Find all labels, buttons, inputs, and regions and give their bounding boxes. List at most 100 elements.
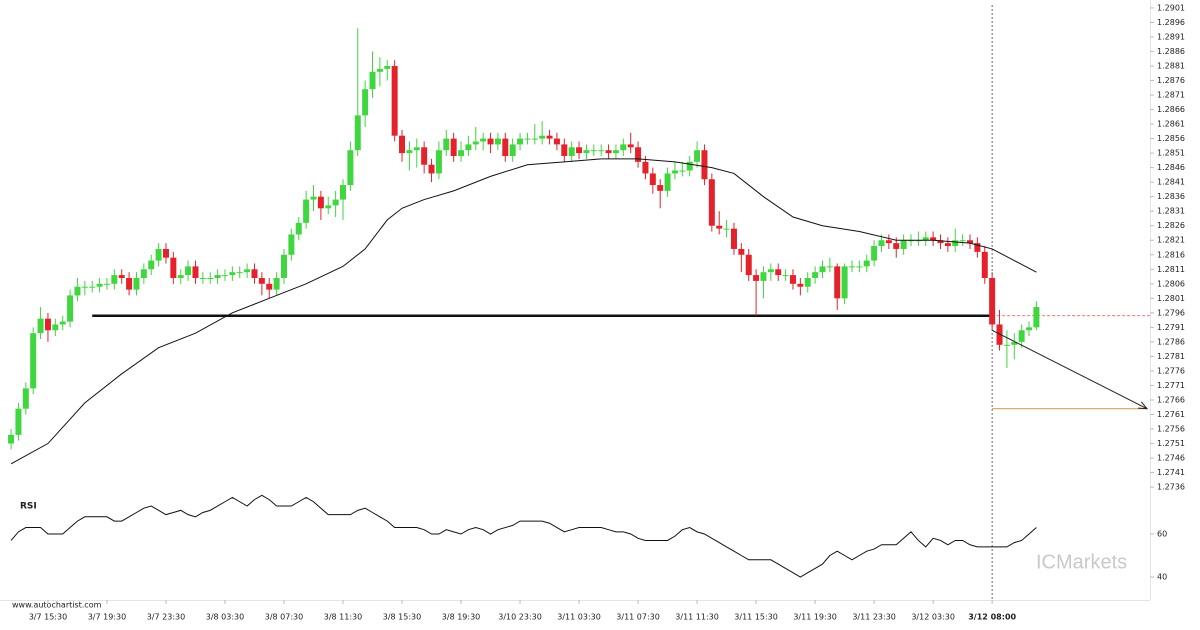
candle-body bbox=[509, 144, 516, 157]
candle-body bbox=[15, 408, 22, 435]
candle-body bbox=[472, 141, 479, 145]
candle-body bbox=[701, 150, 708, 180]
candle-body bbox=[22, 388, 29, 409]
candle-body bbox=[443, 138, 450, 151]
candle-body bbox=[325, 205, 332, 209]
candle-body bbox=[871, 246, 878, 261]
candle-body bbox=[848, 266, 855, 268]
x-tick-label: 3/11 23:30 bbox=[852, 613, 896, 622]
candle-body bbox=[561, 144, 568, 157]
candle-body bbox=[944, 243, 951, 247]
y-tick-label: 1.2776 bbox=[1157, 366, 1185, 375]
candle-body bbox=[974, 243, 981, 252]
candle-body bbox=[502, 138, 509, 157]
candle-body bbox=[111, 275, 118, 284]
y-tick-label: 1.2786 bbox=[1157, 337, 1185, 346]
candle-body bbox=[760, 272, 767, 281]
candle-body bbox=[421, 147, 428, 165]
y-tick-label: 1.2881 bbox=[1157, 61, 1185, 70]
candle-body bbox=[576, 147, 583, 154]
candle-body bbox=[930, 237, 937, 241]
y-tick-label: 1.2841 bbox=[1157, 178, 1185, 187]
candle-body bbox=[642, 161, 649, 174]
candle-body bbox=[494, 138, 501, 145]
candle-body bbox=[716, 225, 723, 229]
candle-body bbox=[354, 115, 361, 151]
candle-body bbox=[996, 324, 1003, 345]
candle-body bbox=[863, 260, 870, 267]
candle-body bbox=[981, 251, 988, 278]
candle-body bbox=[133, 277, 140, 290]
candle-body bbox=[487, 138, 494, 145]
candle-body bbox=[67, 295, 74, 322]
candle-body bbox=[406, 150, 413, 154]
candle-body bbox=[671, 170, 678, 174]
x-tick-label: 3/8 07:30 bbox=[265, 613, 303, 622]
candle-body bbox=[140, 269, 147, 278]
y-tick-label: 1.2816 bbox=[1157, 250, 1185, 259]
y-tick-label: 1.2821 bbox=[1157, 236, 1185, 245]
x-tick-label: 3/11 11:30 bbox=[675, 613, 719, 622]
y-tick-label: 1.2761 bbox=[1157, 410, 1185, 419]
y-tick-label: 1.2851 bbox=[1157, 149, 1185, 158]
candle-body bbox=[605, 150, 612, 154]
candle-body bbox=[347, 150, 354, 186]
candle-body bbox=[266, 283, 273, 290]
x-tick-label: 3/8 11:30 bbox=[324, 613, 362, 622]
candle-body bbox=[745, 254, 752, 276]
x-tick-label: 3/11 19:30 bbox=[793, 613, 837, 622]
y-tick-label: 1.2741 bbox=[1157, 468, 1185, 477]
candle-body bbox=[310, 196, 317, 200]
candle-body bbox=[952, 240, 959, 247]
candle-body bbox=[657, 185, 664, 191]
candle-body bbox=[583, 150, 590, 154]
forecast-arrow bbox=[991, 329, 1148, 410]
candle-body bbox=[236, 272, 243, 274]
rsi-label: RSI bbox=[20, 502, 37, 512]
candle-body bbox=[8, 434, 15, 444]
candle-body bbox=[782, 275, 789, 277]
candle-body bbox=[797, 283, 804, 287]
x-tick-label: 3/8 15:30 bbox=[383, 613, 421, 622]
candle-body bbox=[391, 65, 398, 136]
candle-body bbox=[288, 234, 295, 255]
candle-body bbox=[258, 277, 265, 284]
candle-body bbox=[723, 228, 730, 230]
x-tick-label: 3/11 03:30 bbox=[557, 613, 601, 622]
candle-body bbox=[598, 150, 605, 152]
x-tick-label: 3/11 15:30 bbox=[734, 613, 778, 622]
candle-body bbox=[708, 179, 715, 226]
candle-body bbox=[834, 266, 841, 299]
watermark: www.autochartist.com bbox=[12, 601, 102, 610]
rsi-tick-label: 40 bbox=[1157, 573, 1167, 582]
y-tick-label: 1.2756 bbox=[1157, 425, 1185, 434]
candle-body bbox=[612, 150, 619, 154]
brand-logo: ICMarkets bbox=[1036, 551, 1127, 573]
candle-body bbox=[244, 269, 251, 273]
y-tick-label: 1.2771 bbox=[1157, 381, 1185, 390]
x-tick-label: 3/11 07:30 bbox=[616, 613, 660, 622]
candle-body bbox=[893, 243, 900, 249]
candle-body bbox=[937, 240, 944, 244]
candle-body bbox=[317, 196, 324, 209]
y-tick-label: 1.2896 bbox=[1157, 18, 1185, 27]
y-tick-label: 1.2846 bbox=[1157, 163, 1185, 172]
candle-body bbox=[539, 135, 546, 139]
candle-body bbox=[649, 173, 656, 186]
candle-body bbox=[804, 277, 811, 287]
candle-body bbox=[878, 240, 885, 247]
y-tick-label: 1.2886 bbox=[1157, 47, 1185, 56]
candle-body bbox=[775, 269, 782, 276]
x-tick-label: 3/10 23:30 bbox=[498, 613, 542, 622]
candle-body bbox=[280, 254, 287, 278]
candle-body bbox=[1033, 307, 1040, 328]
y-tick-label: 1.2751 bbox=[1157, 439, 1185, 448]
candle-body bbox=[399, 135, 406, 154]
candle-body bbox=[332, 199, 339, 206]
candle-body bbox=[826, 266, 833, 268]
y-tick-label: 1.2876 bbox=[1157, 76, 1185, 85]
x-tick-label: 3/7 15:30 bbox=[29, 613, 67, 622]
candle-body bbox=[694, 150, 701, 162]
y-tick-label: 1.2806 bbox=[1157, 279, 1185, 288]
